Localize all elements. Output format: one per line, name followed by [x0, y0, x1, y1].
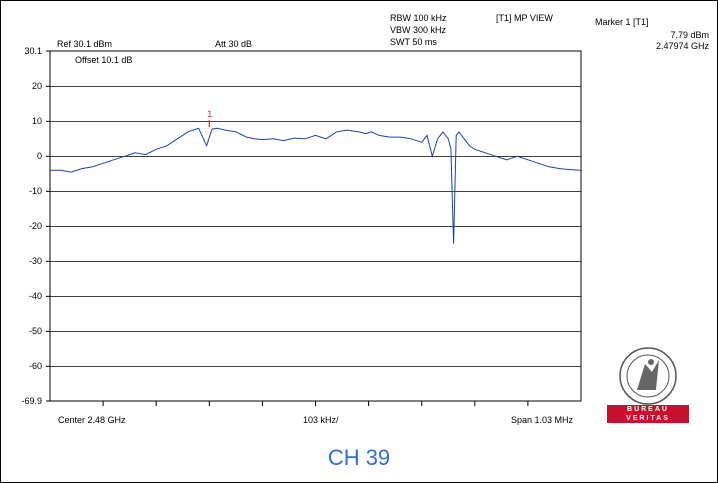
frequency-per-division: 103 kHz/ [303, 415, 339, 425]
vbw-label: VBW 300 kHz [390, 25, 447, 35]
y-tick-label: -20 [28, 221, 42, 232]
offset-label: Offset 10.1 dB [75, 55, 133, 65]
marker-frequency: 2.47974 GHz [655, 41, 709, 51]
rbw-label: RBW 100 kHz [390, 13, 447, 23]
attenuation: Att 30 dB [215, 39, 253, 49]
y-tick-label: -50 [28, 326, 42, 337]
marker-level: 7.79 dBm [670, 30, 709, 40]
logo-word-top: BUREAU [607, 405, 689, 414]
y-tick-label: 10 [31, 116, 42, 127]
y-tick-label: -30 [28, 256, 42, 267]
y-tick-label: -10 [28, 186, 42, 197]
reference-level: Ref 30.1 dBm [57, 39, 113, 49]
view-mode-label: [T1] MP VIEW [496, 13, 553, 23]
y-tick-label: 0 [36, 151, 42, 162]
y-tick-label: 30.1 [24, 46, 42, 56]
y-tick-label: -69.9 [21, 396, 42, 406]
y-tick-label: -60 [28, 361, 42, 372]
channel-caption: CH 39 [327, 445, 391, 470]
marker-title: Marker 1 [T1] [595, 17, 649, 27]
marker-1-label: 1 [207, 109, 212, 119]
swt-label: SWT 50 ms [390, 37, 437, 47]
y-tick-label: -40 [28, 291, 42, 302]
spectrum-trace [50, 127, 582, 244]
center-frequency: Center 2.48 GHz [58, 415, 126, 425]
span-label: Span 1.03 MHz [511, 415, 574, 425]
logo-word-bottom: VERITAS [607, 414, 689, 423]
y-tick-label: 20 [31, 81, 42, 92]
